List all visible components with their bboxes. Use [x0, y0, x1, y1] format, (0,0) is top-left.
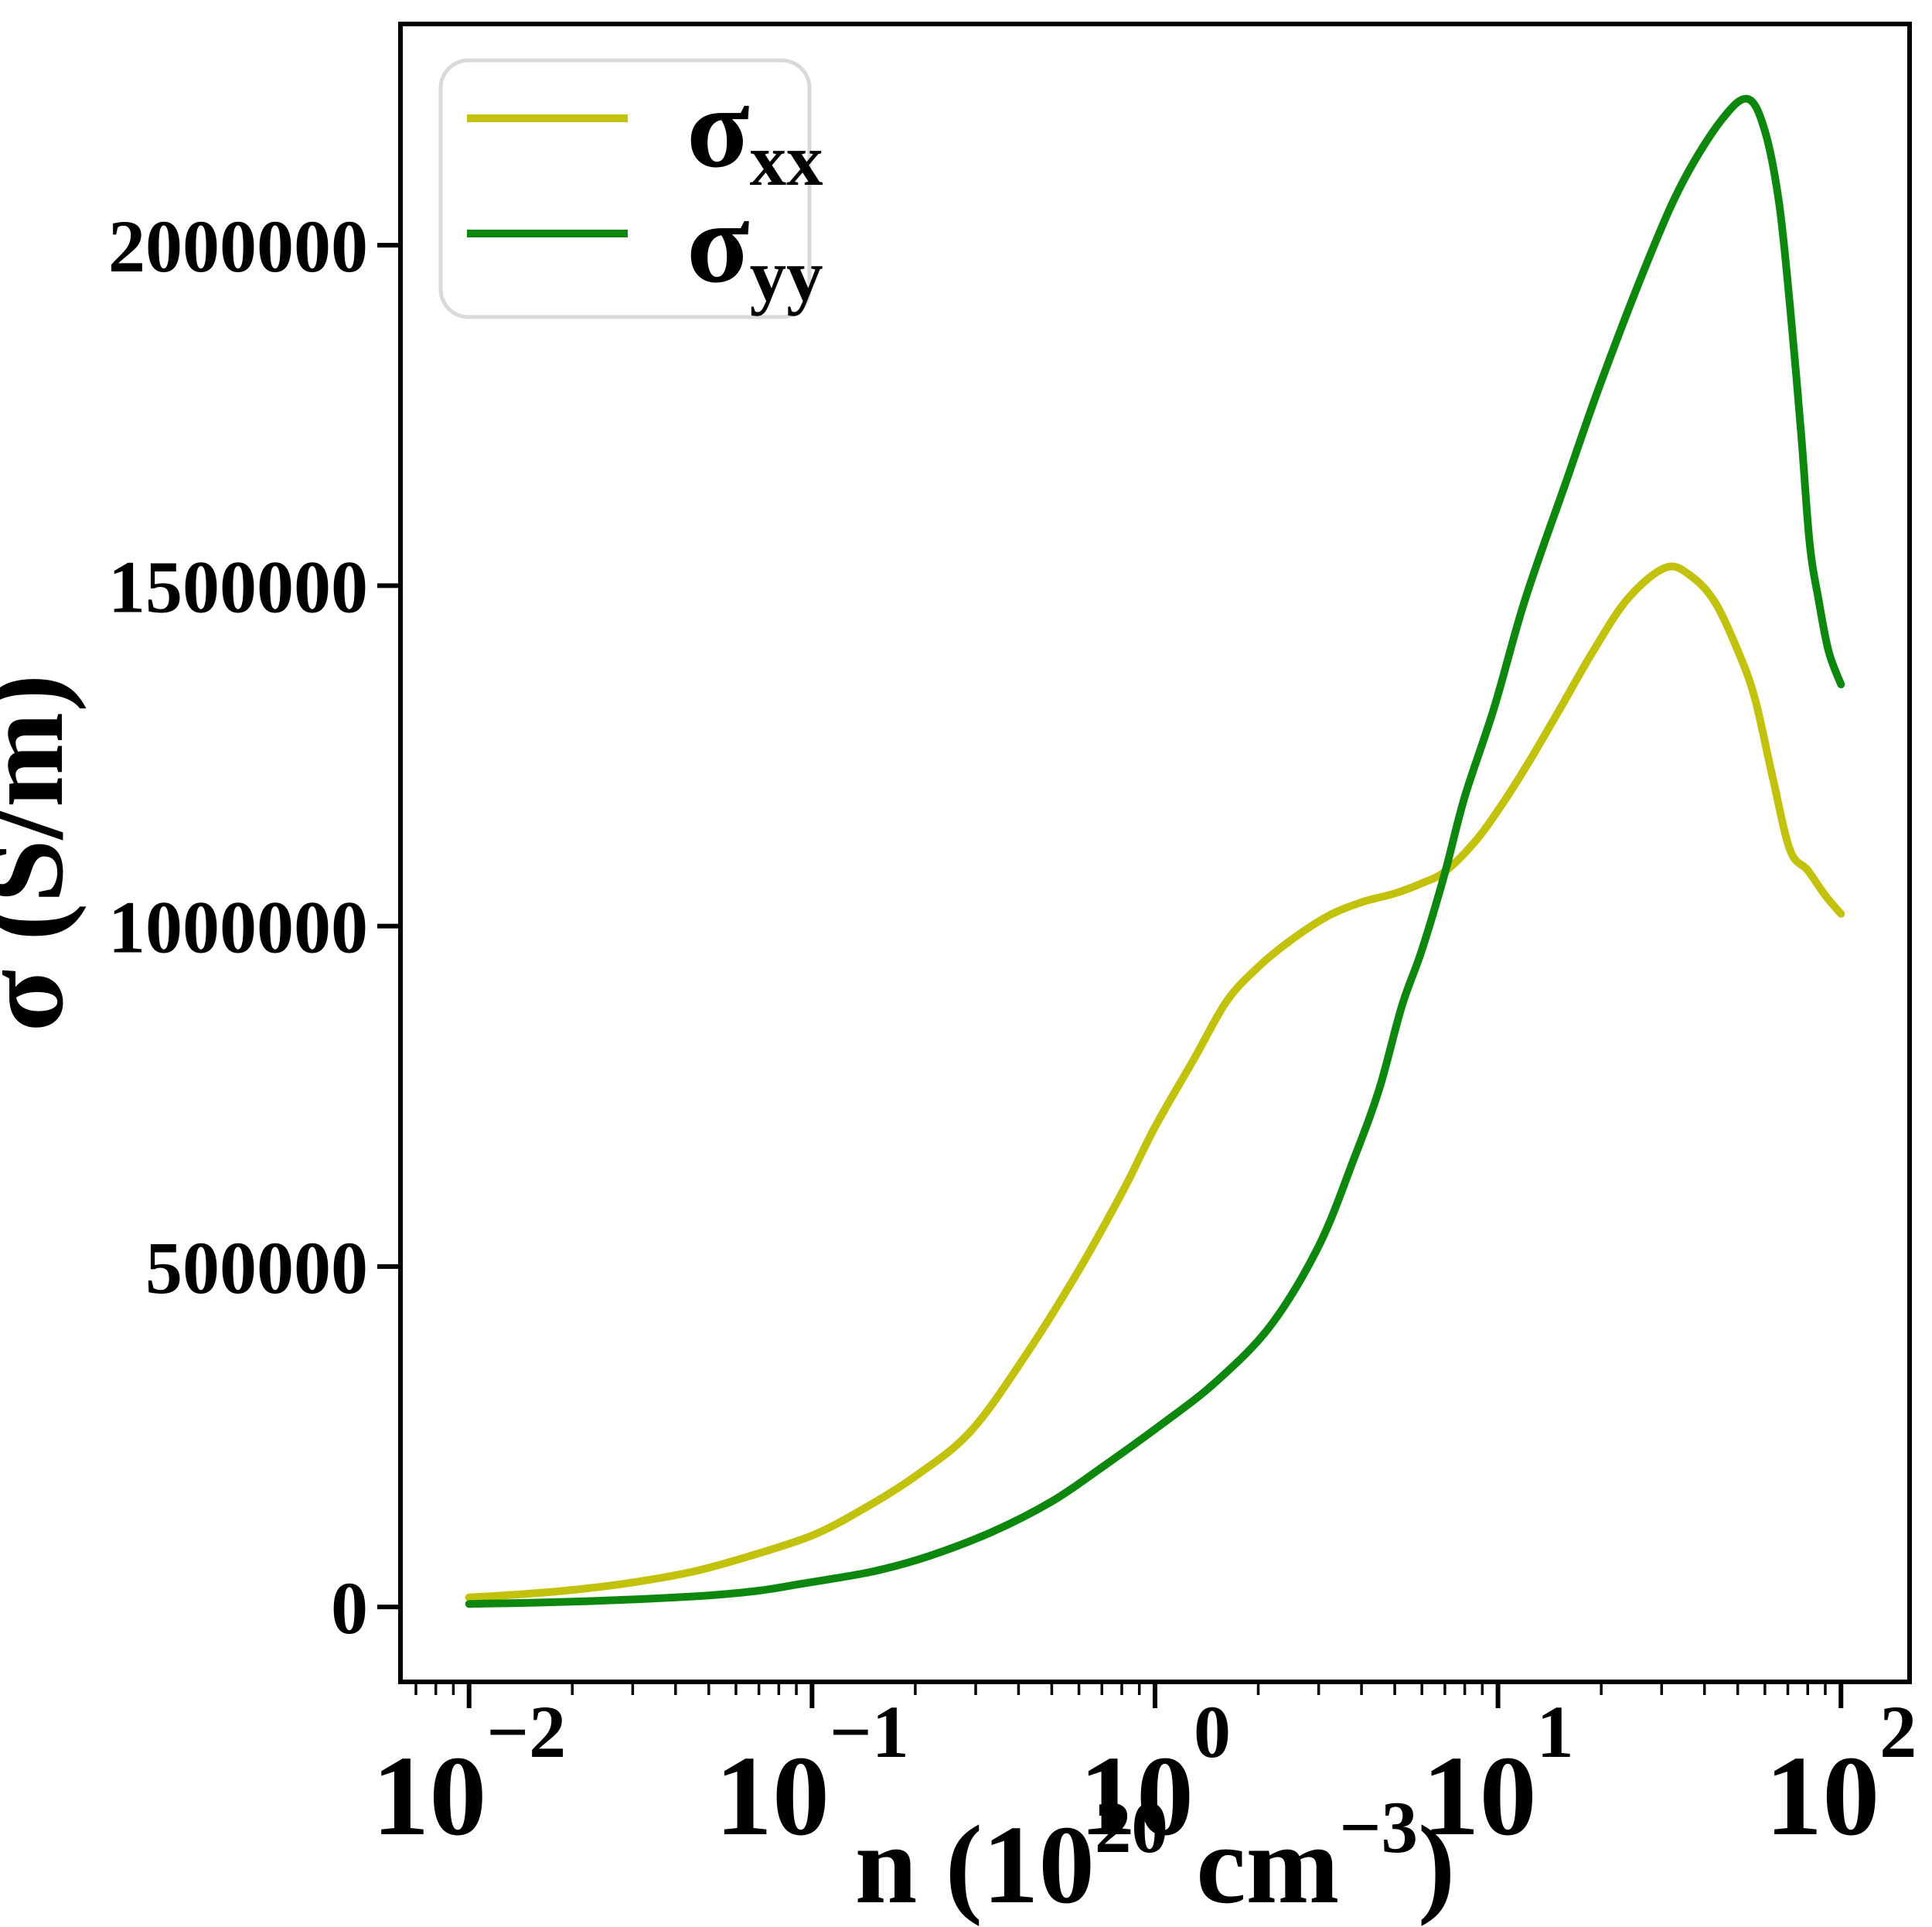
legend-label-sigma-xx: σxx: [687, 63, 823, 201]
legend-box: [438, 58, 812, 319]
x-tick-label: 101: [1423, 1690, 1574, 1860]
y-tick-label: 1000000: [108, 886, 368, 969]
x-tick-label: 102: [1765, 1690, 1917, 1860]
y-tick-label: 2000000: [108, 205, 368, 288]
y-tick-label: 1500000: [108, 545, 368, 628]
series-line-sigma-yy: [465, 94, 1845, 1608]
y-tick-label: 0: [331, 1567, 368, 1649]
legend-label-sigma-yy: σyy: [687, 179, 823, 316]
y-tick-label: 500000: [145, 1226, 368, 1309]
series-line-sigma-xx: [465, 562, 1845, 1601]
x-tick-label: 10−2: [372, 1690, 566, 1860]
y-axis-label: σ (S/m): [0, 674, 87, 1032]
x-axis-label: n (1020 cm−3): [855, 1786, 1456, 1927]
x-tick-label: 100: [1079, 1690, 1231, 1860]
x-tick-label: 10−1: [715, 1690, 909, 1860]
